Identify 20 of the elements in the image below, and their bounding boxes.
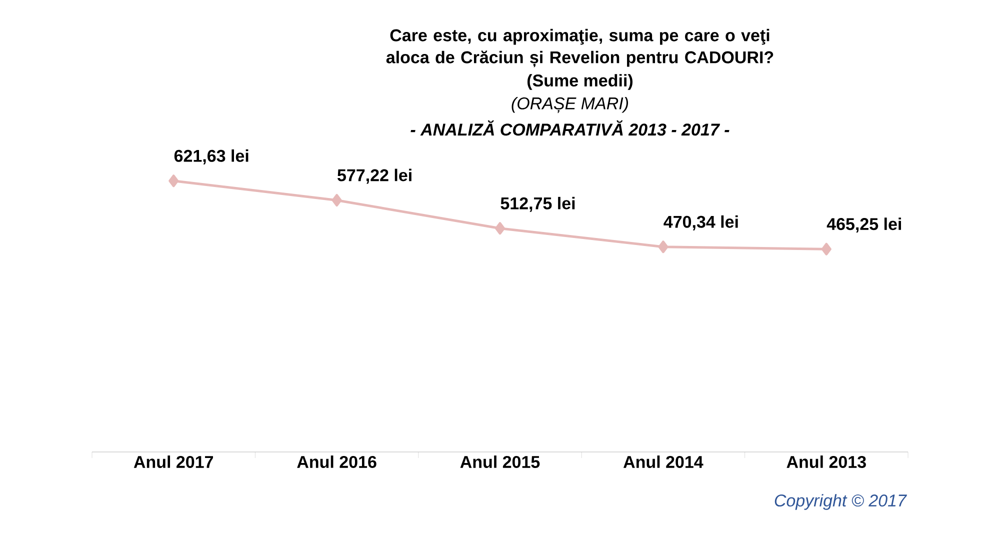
data-label: 577,22 lei <box>338 168 412 184</box>
text: (ORAȘE MARI) <box>512 96 628 114</box>
point <box>168 174 179 188</box>
data-label: 470,34 lei <box>664 215 738 230</box>
data-label: 512,75 lei <box>500 196 575 212</box>
x-tick-label: Anul 2014 <box>623 456 704 468</box>
text: - ANALIZĂ COMPARATIVĂ 2013 - 2017 - <box>410 120 730 136</box>
chart-subtitle: (Sume medii) <box>527 74 633 90</box>
x-tick-label: Anul 2013 <box>786 456 866 468</box>
x-tick-label: Anul 2015 <box>460 456 540 468</box>
point <box>495 222 506 235</box>
point <box>332 194 342 206</box>
x-tick-label: Anul 2017 <box>134 456 213 468</box>
chart-title: Care este, cu aproximaţie, suma pe care o veţi aloca de Crăciun și Revelion pentru CADOURI? <box>386 28 774 68</box>
text: Copyright © 2017 <box>774 494 907 510</box>
x-tick-label: Anul 2016 <box>297 456 376 468</box>
data-label: 621,63 lei <box>174 149 248 164</box>
point <box>821 242 832 256</box>
point <box>658 240 668 254</box>
data-label: 465,25 lei <box>826 218 901 233</box>
